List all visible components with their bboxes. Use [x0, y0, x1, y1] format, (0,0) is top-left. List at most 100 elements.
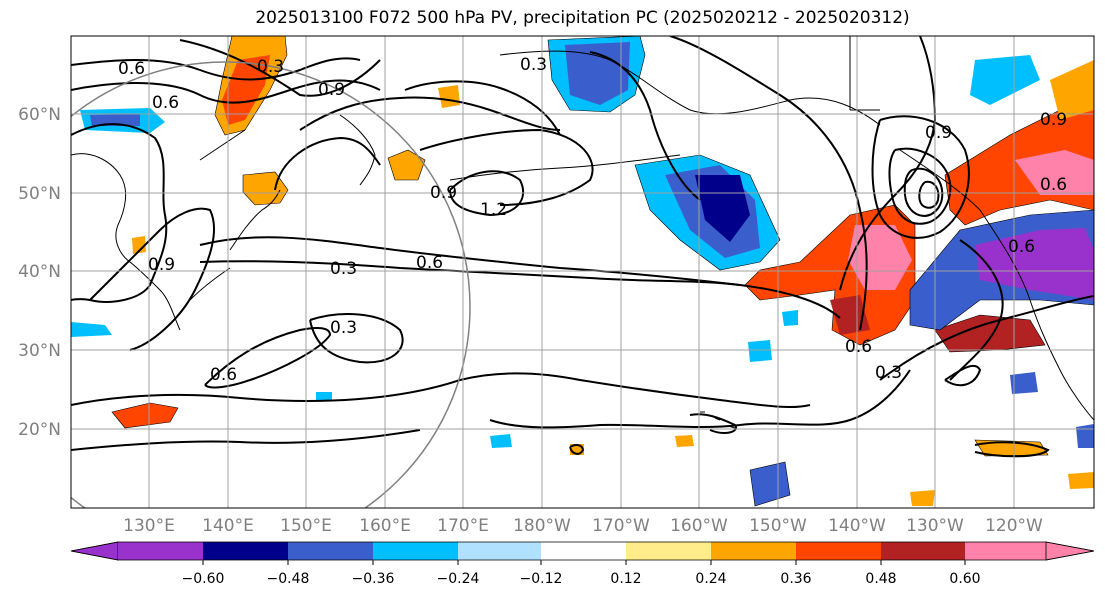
precip-deficit-tropical-6 [1076, 424, 1094, 448]
contour-label: 0.9 [318, 80, 345, 100]
lon-label: 150°W [749, 516, 807, 536]
contour-label: 0.6 [1008, 237, 1035, 257]
contour-label: 0.6 [118, 59, 145, 79]
precip-deficit-okhotsk-core [90, 114, 140, 126]
precip-area-gulf-outer [1050, 60, 1094, 120]
contour-label: 0.6 [210, 365, 237, 385]
pv-contour [944, 364, 982, 387]
colorbar-label: 0.48 [865, 571, 896, 587]
colorbar-segment [458, 542, 541, 560]
pv-contour [71, 123, 168, 303]
colorbar-segment [626, 542, 711, 560]
precip-deficit-tropical-3 [782, 310, 798, 326]
lon-label: 160°W [670, 516, 728, 536]
colorbar-label: −0.48 [267, 571, 310, 587]
contour-label: 0.6 [416, 253, 443, 273]
pv-contour [569, 444, 585, 455]
pv-contour [404, 80, 561, 136]
lon-label: 160°E [359, 516, 411, 536]
colorbar-segment [711, 542, 796, 560]
graticule [71, 36, 1094, 508]
pv-contour [839, 36, 937, 291]
precip-area-subtropical-west [111, 402, 179, 429]
contour-label: 0.6 [152, 93, 179, 113]
precip-area-kamchatka-south [387, 149, 426, 181]
coastline-north-america [899, 149, 1094, 421]
colorbar-label: −0.12 [520, 571, 563, 587]
pv-contour [71, 79, 381, 104]
colorbar-label: −0.24 [437, 571, 480, 587]
pv-contour [179, 39, 381, 97]
coastline-sakhalin-kamchatka [199, 114, 376, 186]
precip-deficit-tropical-2 [1010, 372, 1038, 394]
precip-deficit-alaska [970, 55, 1040, 105]
pv-contour [871, 115, 970, 239]
colorbar: −0.60 −0.48 −0.36 −0.24 −0.12 0.12 0.24 … [70, 541, 1095, 587]
colorbar-label: 0.24 [695, 571, 726, 587]
lat-label-20n: 20°N [18, 420, 61, 440]
colorbar-label: 0.12 [610, 571, 641, 587]
pv-contour [199, 236, 841, 319]
pv-contour [689, 413, 737, 434]
colorbar-outline [70, 541, 1095, 561]
map-title: 2025013100 F072 500 hPa PV, precipitatio… [255, 8, 910, 28]
precip-area-gulf-peak [1015, 150, 1094, 195]
longitude-labels: 130°E 140°E 150°E 160°E 170°E 180°W 170°… [123, 516, 1043, 536]
colorbar-segment [288, 542, 373, 560]
contour-label: 0.9 [925, 123, 952, 143]
contour-label: 0.9 [1040, 110, 1067, 130]
coastline-hawaii [700, 411, 736, 429]
pv-contour [974, 441, 1050, 458]
precip-deficit-tropical-7 [316, 392, 332, 401]
region-circle [71, 61, 471, 508]
lon-label: 140°W [828, 516, 886, 536]
lat-label-50n: 50°N [18, 184, 61, 204]
colorbar-segment [70, 541, 119, 561]
colorbar-segment [541, 542, 626, 560]
contour-label: 0.9 [430, 183, 457, 203]
coastline-aleutians [449, 154, 681, 181]
precip-area-korea [132, 236, 146, 254]
pv-contours [71, 36, 1094, 458]
colorbar-label: −0.60 [182, 571, 225, 587]
coastline-east-asia [71, 153, 181, 331]
lon-label: 170°E [437, 516, 489, 536]
colorbar-segment [796, 542, 881, 560]
contour-label: 0.6 [845, 337, 872, 357]
precip-area-baja [934, 314, 1046, 353]
precip-deficit-southwest [71, 322, 112, 337]
coastline-alaska [499, 50, 881, 126]
colorbar-label: 0.36 [780, 571, 811, 587]
precip-deficit-gulf-core [695, 175, 750, 242]
pv-contour [71, 57, 361, 81]
pv-contour [669, 36, 868, 331]
pv-contour [199, 260, 741, 286]
lon-label: 150°E [280, 516, 332, 536]
colorbar-label: 0.60 [949, 571, 980, 587]
colorbar-label: −0.36 [352, 571, 395, 587]
precip-area-tropical-4 [1068, 472, 1094, 489]
lon-label: 130°W [906, 516, 964, 536]
lat-label-30n: 30°N [18, 341, 61, 361]
contour-labels: 0.6 0.6 0.3 0.9 0.9 1.2 0.3 0.6 0.3 0.6 … [118, 55, 1067, 385]
precip-deficit-tropical-5 [490, 434, 512, 448]
pv-contour [71, 429, 421, 451]
precip-area-tropical-1 [675, 435, 694, 447]
lat-label-40n: 40°N [18, 262, 61, 282]
contour-label: 1.2 [480, 200, 507, 220]
pv-contour [879, 295, 1094, 381]
precip-deficit-tropical-4 [748, 340, 772, 362]
precip-area-west-pacific-north-core [222, 55, 270, 125]
colorbar-segment [965, 542, 1046, 560]
pv-contour [204, 326, 332, 389]
lon-label: 180°W [513, 516, 571, 536]
precip-deficit-bering-core [565, 42, 630, 105]
precip-area-tropical-3 [910, 490, 935, 506]
colorbar-segment [1045, 541, 1095, 561]
precip-area-bering [438, 85, 460, 108]
pv-contour [888, 147, 952, 225]
pv-contour [299, 96, 561, 131]
contour-label: 0.3 [330, 259, 357, 279]
colorbar-segment [118, 542, 203, 560]
pv-contour [71, 372, 811, 409]
